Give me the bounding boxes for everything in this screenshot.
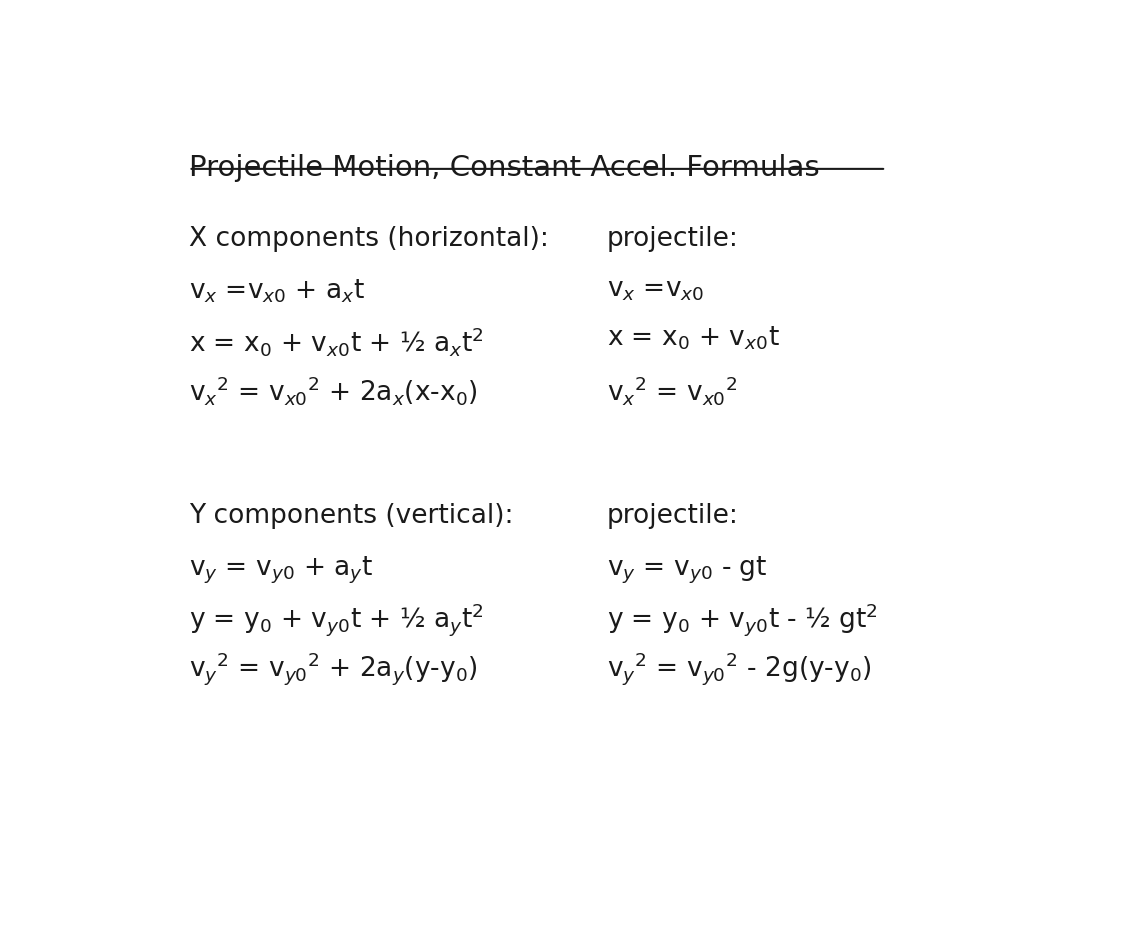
Text: v$_y$ = v$_{y0}$ + a$_y$t: v$_y$ = v$_{y0}$ + a$_y$t	[189, 554, 374, 586]
Text: projectile:: projectile:	[608, 226, 739, 253]
Text: x = x$_0$ + v$_{x0}$t + ½ a$_x$t$^2$: x = x$_0$ + v$_{x0}$t + ½ a$_x$t$^2$	[189, 324, 484, 358]
Text: v$_x$$^2$ = v$_{x0}$$^2$ + 2a$_x$(x-x$_0$): v$_x$$^2$ = v$_{x0}$$^2$ + 2a$_x$(x-x$_0…	[189, 374, 477, 407]
Text: Y components (vertical):: Y components (vertical):	[189, 503, 513, 529]
Text: v$_x$ =v$_{x0}$ + a$_x$t: v$_x$ =v$_{x0}$ + a$_x$t	[189, 277, 364, 305]
Text: v$_x$$^2$ = v$_{x0}$$^2$: v$_x$$^2$ = v$_{x0}$$^2$	[608, 374, 738, 407]
Text: v$_x$ =v$_{x0}$: v$_x$ =v$_{x0}$	[608, 277, 704, 304]
Text: x = x$_0$ + v$_{x0}$t: x = x$_0$ + v$_{x0}$t	[608, 324, 780, 352]
Text: Projectile Motion, Constant Accel. Formulas: Projectile Motion, Constant Accel. Formu…	[189, 153, 819, 182]
Text: projectile:: projectile:	[608, 503, 739, 529]
Text: y = y$_0$ + v$_{y0}$t + ½ a$_y$t$^2$: y = y$_0$ + v$_{y0}$t + ½ a$_y$t$^2$	[189, 602, 484, 639]
Text: y = y$_0$ + v$_{y0}$t - ½ gt$^2$: y = y$_0$ + v$_{y0}$t - ½ gt$^2$	[608, 602, 878, 639]
Text: v$_y$$^2$ = v$_{y0}$$^2$ - 2g(y-y$_0$): v$_y$$^2$ = v$_{y0}$$^2$ - 2g(y-y$_0$)	[608, 650, 872, 687]
Text: X components (horizontal):: X components (horizontal):	[189, 226, 549, 253]
Text: v$_y$ = v$_{y0}$ - gt: v$_y$ = v$_{y0}$ - gt	[608, 554, 767, 586]
Text: v$_y$$^2$ = v$_{y0}$$^2$ + 2a$_y$(y-y$_0$): v$_y$$^2$ = v$_{y0}$$^2$ + 2a$_y$(y-y$_0…	[189, 650, 477, 687]
